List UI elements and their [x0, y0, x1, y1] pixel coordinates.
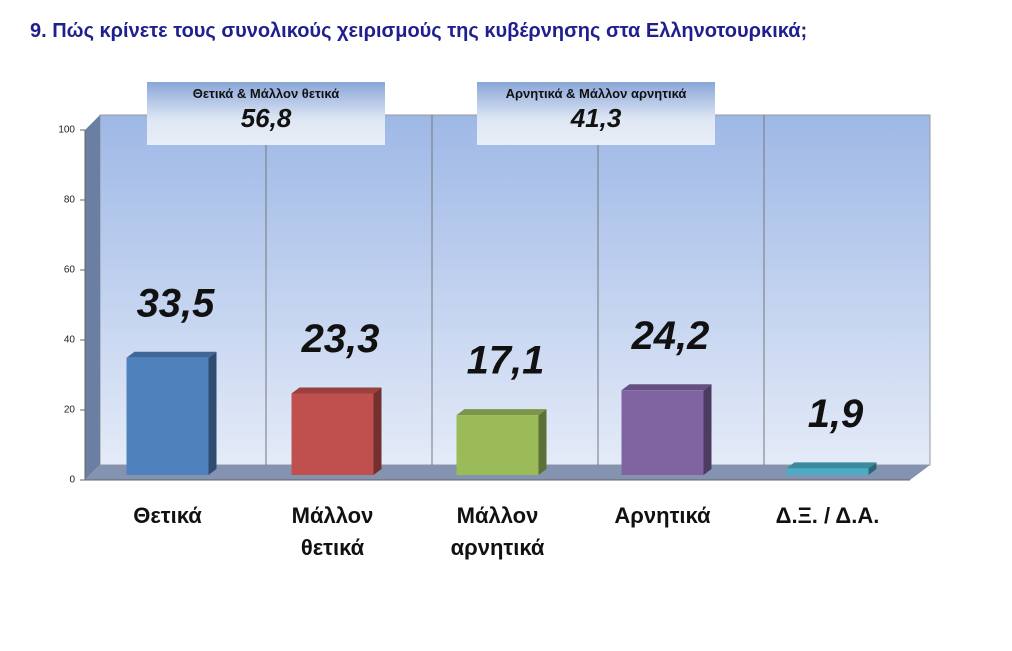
annotation-box: Θετικά & Μάλλον θετικά 56,8 — [147, 82, 385, 145]
bar-side — [538, 409, 547, 475]
bar-top — [291, 387, 382, 394]
bar-top — [786, 462, 877, 469]
value-label: 17,1 — [467, 339, 545, 383]
y-tick-label: 40 — [64, 335, 76, 346]
bar — [456, 415, 539, 475]
bar — [786, 468, 869, 475]
bar — [291, 393, 374, 475]
x-tick-label: Μάλλον αρνητικά — [450, 503, 545, 560]
annotation-text: Αρνητικά & Μάλλον αρνητικά — [505, 86, 687, 101]
bar-top — [621, 384, 712, 391]
bar — [621, 390, 704, 475]
chart-title: 9. Πώς κρίνετε τους συνολικούς χειρισμού… — [30, 20, 808, 42]
y-tick-label: 80 — [64, 195, 76, 206]
x-tick-label: Θετικά — [133, 503, 202, 528]
bar-side — [208, 351, 217, 475]
x-tick-label: Μάλλον θετικά — [291, 503, 374, 560]
value-label: 1,9 — [808, 392, 864, 436]
bar — [126, 357, 209, 475]
bar-top — [456, 409, 547, 416]
bar-side — [703, 384, 712, 475]
side-wall — [85, 115, 100, 480]
annotation-text: Θετικά & Μάλλον θετικά — [192, 86, 340, 101]
annotation-value: 41,3 — [570, 103, 622, 133]
bar-side — [373, 387, 382, 475]
y-tick-label: 20 — [64, 405, 76, 416]
y-tick-label: 60 — [64, 265, 76, 276]
value-label: 24,2 — [631, 314, 710, 358]
value-label: 23,3 — [301, 317, 380, 361]
annotation-value: 56,8 — [240, 103, 292, 133]
annotation-box: Αρνητικά & Μάλλον αρνητικά 41,3 — [477, 82, 715, 145]
bar-top — [126, 351, 217, 358]
y-tick-label: 0 — [69, 475, 75, 486]
bar-side — [868, 462, 877, 475]
x-tick-label: Αρνητικά — [614, 503, 711, 528]
x-tick-label: Δ.Ξ. / Δ.Α. — [775, 503, 880, 528]
value-label: 33,5 — [137, 281, 216, 325]
y-tick-label: 100 — [58, 125, 75, 136]
